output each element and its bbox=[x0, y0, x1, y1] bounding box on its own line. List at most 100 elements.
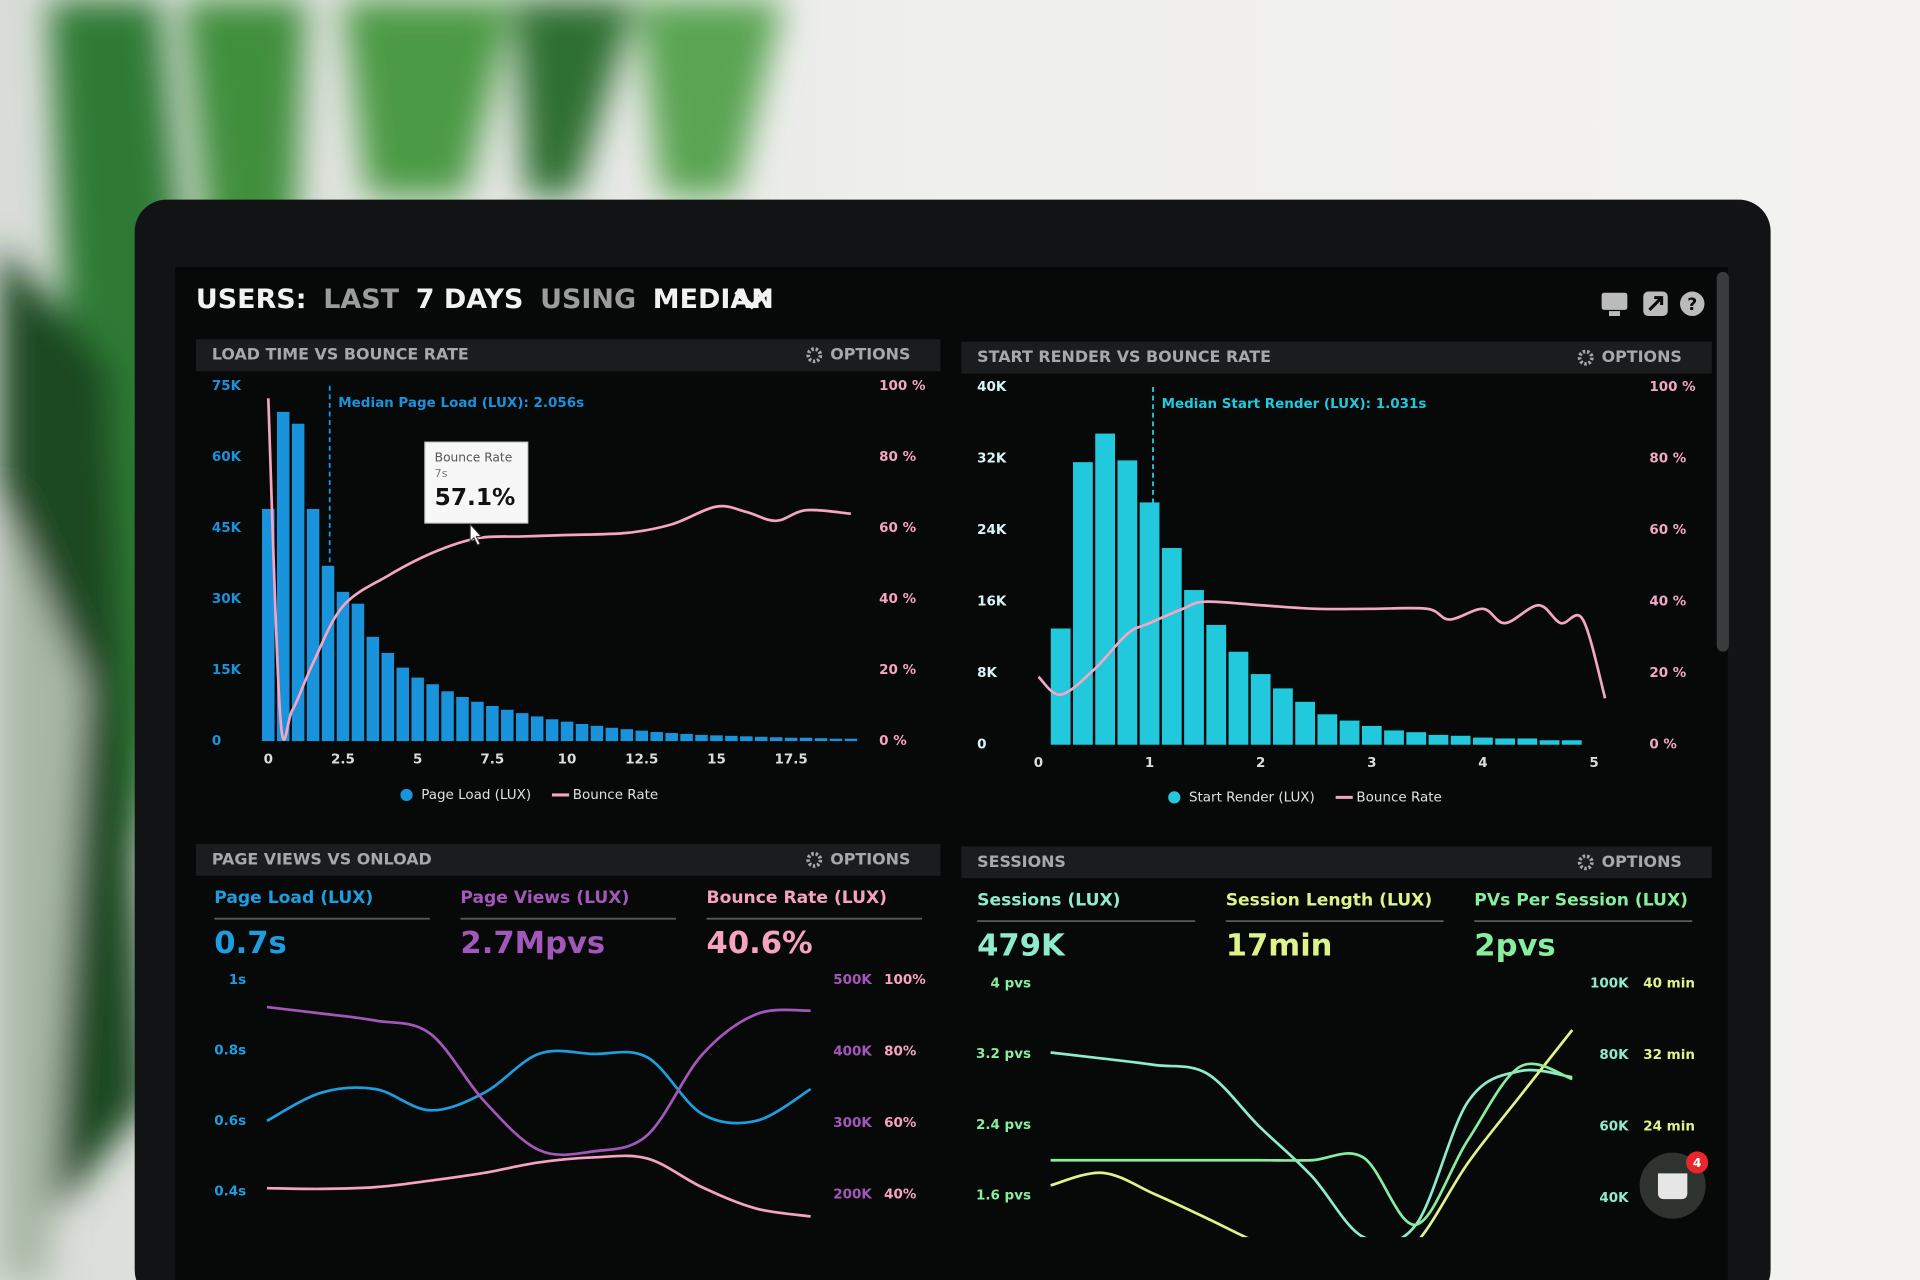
chat-badge bbox=[1686, 1151, 1709, 1174]
histogram-bar bbox=[844, 738, 858, 742]
legend-marker bbox=[400, 788, 413, 802]
y-tick-label: 0.8s bbox=[214, 1042, 246, 1058]
y2-tick-label: 60 % bbox=[879, 520, 916, 536]
scrollbar bbox=[1716, 271, 1729, 652]
y2-tick-label: 500K bbox=[833, 972, 872, 988]
histogram-bar bbox=[1206, 624, 1227, 745]
help-icon[interactable] bbox=[1680, 291, 1705, 317]
line-series bbox=[1050, 1062, 1573, 1227]
panel-title: SESSIONS bbox=[977, 852, 1066, 871]
y3-tick-label: 32 min bbox=[1643, 1047, 1695, 1063]
dropdown-chevron[interactable] bbox=[734, 289, 770, 310]
y3-tick-label: 100% bbox=[884, 972, 926, 988]
histogram-bar bbox=[590, 725, 604, 742]
histogram-bar bbox=[516, 713, 529, 742]
y2-tick-label: 100K bbox=[1590, 976, 1629, 992]
histogram-bar bbox=[530, 716, 544, 742]
histogram-bar bbox=[321, 565, 335, 742]
y-tick-label: 45K bbox=[212, 520, 242, 536]
histogram-bar bbox=[471, 701, 484, 742]
options-gear bbox=[806, 347, 823, 364]
histogram-bar bbox=[605, 727, 619, 742]
histogram-bar bbox=[635, 730, 648, 742]
line-series bbox=[266, 398, 852, 742]
histogram-bar bbox=[784, 737, 798, 742]
histogram-bar bbox=[1450, 735, 1471, 745]
y3-tick-label: 24 min bbox=[1643, 1118, 1695, 1134]
title-part: USING bbox=[540, 284, 636, 315]
options-button[interactable]: OPTIONS bbox=[830, 345, 910, 364]
legend-label: Start Render (LUX) bbox=[1189, 789, 1315, 805]
y-tick-label: 2.4 pvs bbox=[976, 1117, 1031, 1133]
y-tick-label: 24K bbox=[977, 522, 1007, 538]
title-part: 7 DAYS bbox=[416, 284, 524, 315]
histogram-bar bbox=[486, 706, 499, 742]
y-tick-label: 4 pvs bbox=[991, 976, 1031, 992]
y2-tick-label: 0 % bbox=[879, 733, 907, 749]
histogram-bar bbox=[769, 737, 783, 742]
histogram-bar bbox=[276, 411, 290, 742]
histogram-bar bbox=[396, 667, 409, 742]
x-tick-label: 10 bbox=[558, 751, 577, 767]
monitor-icon[interactable] bbox=[1601, 292, 1628, 310]
tooltip bbox=[424, 441, 529, 524]
y-tick-label: 1s bbox=[229, 972, 246, 988]
metric-value: 2pvs bbox=[1474, 928, 1555, 963]
metric-label: PVs Per Session (LUX) bbox=[1474, 890, 1688, 910]
y2-tick-label: 80 % bbox=[1649, 451, 1686, 467]
histogram-bar bbox=[426, 684, 439, 742]
histogram-bar bbox=[1406, 732, 1427, 745]
y3-tick-label: 80% bbox=[884, 1043, 917, 1059]
panel-title: LOAD TIME VS BOUNCE RATE bbox=[212, 345, 469, 364]
x-tick-label: 15 bbox=[707, 751, 726, 767]
y2-tick-label: 400K bbox=[833, 1043, 872, 1059]
y-tick-label: 3.2 pvs bbox=[976, 1046, 1031, 1062]
x-tick-label: 7.5 bbox=[480, 751, 504, 767]
y-tick-label: 0 bbox=[212, 733, 221, 749]
histogram-bar bbox=[1384, 730, 1404, 745]
metric-label: Session Length (LUX) bbox=[1226, 890, 1432, 910]
line-series bbox=[266, 1049, 812, 1125]
header-icons: ? bbox=[1601, 291, 1705, 317]
metric-value: 17min bbox=[1226, 928, 1333, 963]
y-tick-label: 60K bbox=[212, 449, 242, 465]
histogram-bar bbox=[680, 733, 693, 742]
y2-tick-label: 40 % bbox=[879, 591, 916, 607]
histogram-bar bbox=[1495, 738, 1516, 745]
histogram-bar bbox=[1184, 590, 1204, 745]
y2-tick-label: 100 % bbox=[879, 378, 926, 394]
histogram-bar bbox=[650, 732, 663, 742]
options-button[interactable]: OPTIONS bbox=[1602, 852, 1682, 871]
legend-marker bbox=[1168, 791, 1181, 804]
panel-header bbox=[195, 339, 941, 372]
options-button[interactable]: OPTIONS bbox=[830, 849, 910, 868]
options-button[interactable]: OPTIONS bbox=[1602, 347, 1682, 366]
histogram-bar bbox=[1073, 462, 1093, 745]
chat-icon bbox=[1657, 1173, 1688, 1200]
line-series bbox=[1050, 1051, 1573, 1238]
histogram-bar bbox=[1539, 740, 1560, 745]
histogram-bar bbox=[366, 636, 380, 742]
histogram-bar bbox=[381, 652, 395, 742]
histogram-bar bbox=[1428, 734, 1449, 745]
histogram-bar bbox=[560, 721, 574, 742]
y2-tick-label: 20 % bbox=[1649, 665, 1686, 681]
tooltip-title: Bounce Rate bbox=[435, 451, 513, 465]
legend-label: Bounce Rate bbox=[573, 787, 658, 803]
options-gear bbox=[1577, 349, 1594, 366]
histogram-bar bbox=[799, 737, 813, 742]
line-series bbox=[1050, 1029, 1574, 1238]
x-tick-label: 2.5 bbox=[331, 751, 355, 767]
y-tick-label: 0.6s bbox=[214, 1113, 246, 1129]
median-label: Median Page Load (LUX): 2.056s bbox=[338, 395, 584, 411]
histogram-bar bbox=[665, 733, 678, 742]
histogram-bar bbox=[575, 724, 589, 742]
y2-tick-label: 80 % bbox=[879, 449, 916, 465]
legend-label: Page Load (LUX) bbox=[421, 787, 531, 803]
y2-tick-label: 60K bbox=[1599, 1118, 1629, 1134]
histogram-bar bbox=[1250, 674, 1271, 745]
metric-label: Page Views (LUX) bbox=[460, 888, 629, 908]
x-tick-label: 1 bbox=[1145, 755, 1154, 771]
options-gear bbox=[1577, 854, 1594, 871]
